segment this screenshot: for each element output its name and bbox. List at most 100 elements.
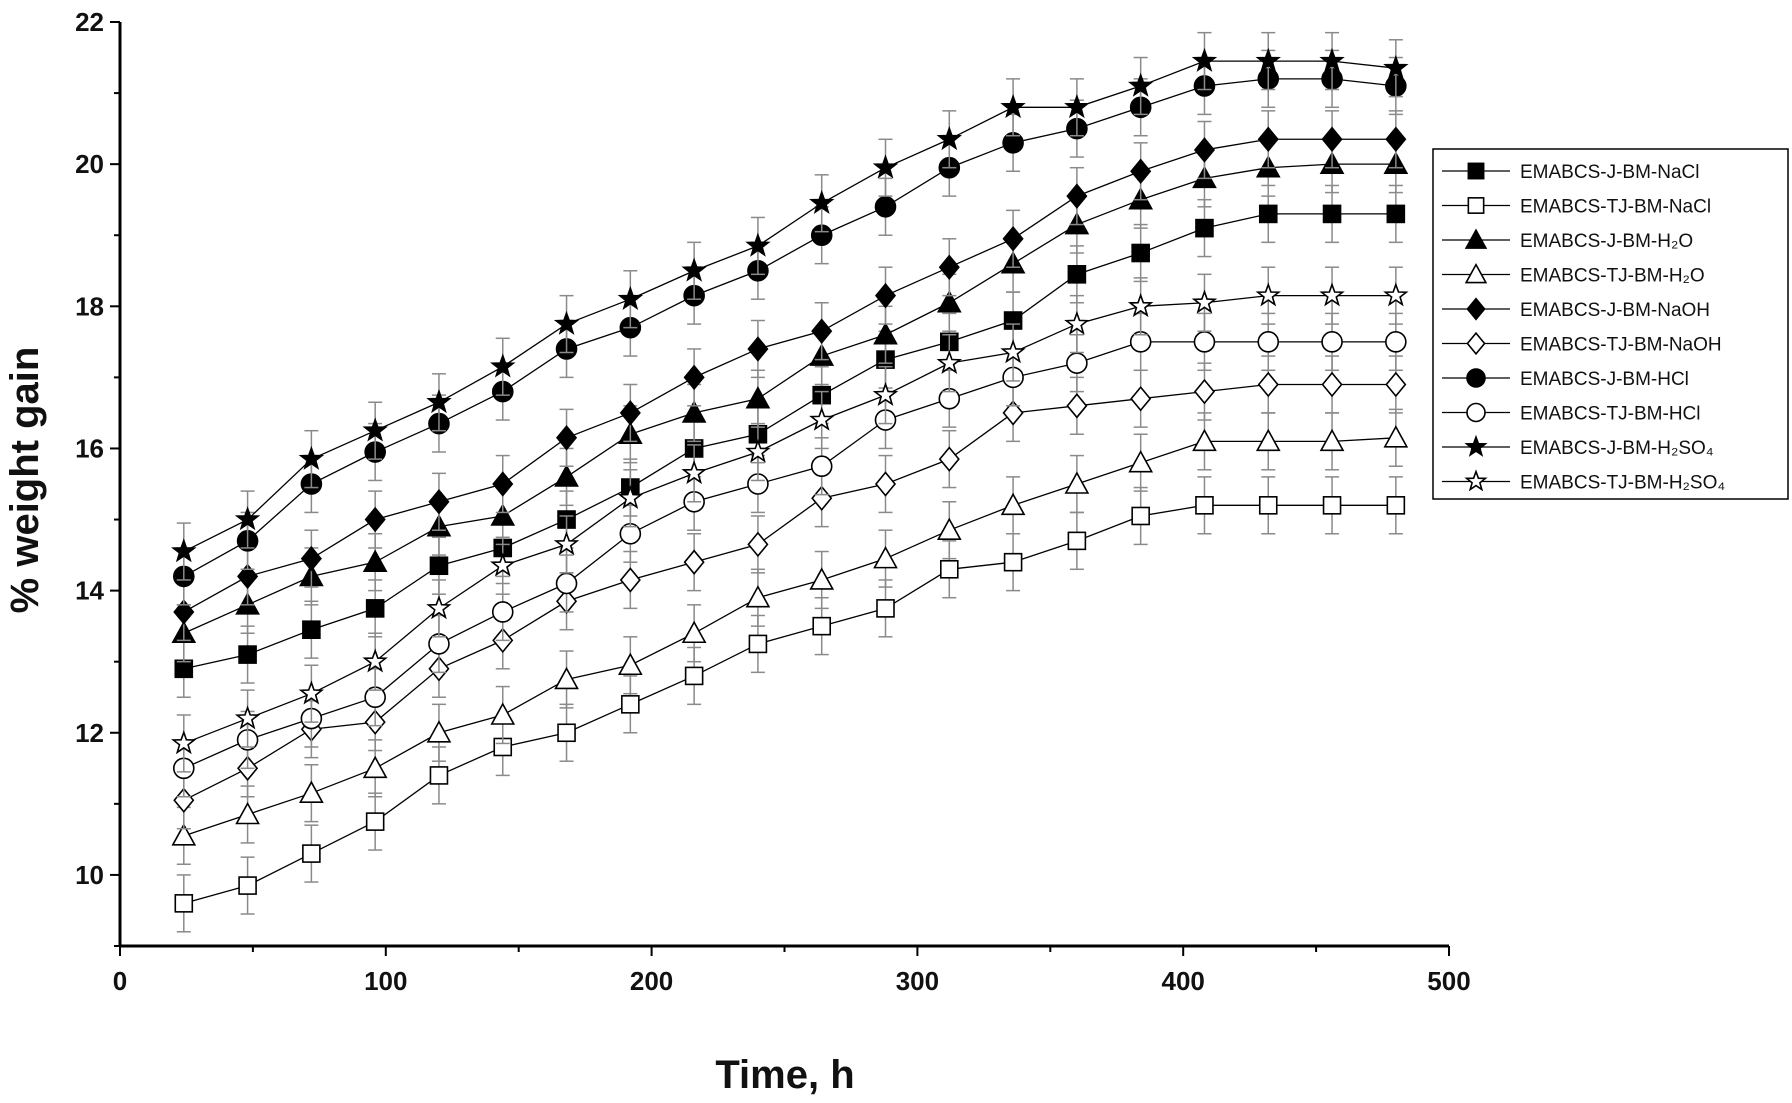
data-point [876,599,895,618]
data-point [938,254,960,280]
data-point [1131,506,1150,526]
data-point [491,601,514,623]
legend-marker-square [1467,197,1485,214]
data-point [1385,331,1407,353]
data-point [1255,282,1281,307]
x-tick-label: 100 [364,966,407,996]
data-point [174,894,194,913]
data-point [492,471,514,497]
data-point [300,545,322,572]
series-line [183,504,1396,904]
data-point [1322,204,1342,224]
data-point [1193,331,1216,353]
legend-marker-diamond [1466,331,1486,356]
data-point [1386,496,1406,515]
data-point [426,388,452,414]
data-point [557,723,576,743]
legend-label: EMABCS-J-BM-H₂O [1520,231,1693,252]
data-point [873,322,898,345]
data-point [874,471,897,497]
data-point [1257,126,1279,153]
x-tick-label: 200 [630,966,673,996]
legend-marker-circle [1466,402,1486,423]
y-tick-label: 12 [75,718,104,748]
data-point [872,381,899,407]
legend-item: EMABCS-J-BM-H₂O [1442,228,1693,252]
data-point [811,318,833,344]
x-axis-title: Time, h [715,1053,854,1097]
data-point [617,285,644,311]
data-point [1383,54,1409,80]
legend-label: EMABCS-TJ-BM-NaOH [1520,335,1722,356]
data-point [554,464,579,487]
data-point [1064,93,1090,119]
x-tick-label: 300 [896,966,939,996]
legend-marker-diamond [1466,297,1486,321]
series-line [183,213,1396,670]
data-point [1258,204,1278,224]
data-point [1003,552,1023,572]
data-point [747,531,769,558]
data-point [234,506,261,531]
data-point [809,567,835,590]
data-point [238,645,257,664]
data-point [173,599,195,625]
data-point [1000,492,1026,516]
series-emabcs-tj-bm-h-o [171,408,1409,866]
data-point [1195,218,1214,238]
data-point [681,257,707,282]
data-point [617,652,643,676]
series-emabcs-j-bm-h-so- [171,31,1409,581]
data-point [619,567,641,593]
data-point [873,545,898,569]
data-point [426,720,452,743]
data-point [490,552,516,577]
series-emabcs-j-bm-naoh [173,110,1407,642]
legend-box [1432,148,1789,500]
data-point [1064,310,1090,335]
data-point [302,844,321,863]
data-point [490,503,516,526]
data-point [429,766,449,785]
series-line [183,437,1396,837]
y-tick-label: 22 [75,7,104,37]
data-point [872,154,899,179]
y-tick-label: 10 [75,860,104,890]
data-point [1322,496,1342,515]
data-point [747,336,769,362]
data-point [1064,471,1090,494]
data-point [1066,352,1088,374]
data-point [298,445,325,470]
y-axis-title: % weight gain [3,347,47,614]
data-point [619,400,641,426]
legend-item: EMABCS-TJ-BM-HCl [1442,402,1701,425]
data-point [1066,393,1088,419]
data-point [362,648,388,673]
series-layer [171,31,1409,933]
data-point [936,517,962,541]
data-point [171,730,197,755]
data-point [617,484,644,510]
y-tick-label: 16 [75,433,104,463]
data-point [490,353,516,378]
data-point [939,559,959,579]
data-point [490,702,516,725]
data-point [1257,371,1279,398]
series-emabcs-j-bm-h-o [171,134,1409,663]
data-point [364,506,386,533]
y-tick-label: 18 [75,291,104,321]
series-emabcs-tj-bm-nacl [174,476,1406,933]
x-tick-label: 500 [1427,966,1470,996]
data-point [429,556,449,576]
data-point [936,125,963,151]
data-point [936,290,962,313]
data-point [938,446,960,472]
data-point [302,620,321,640]
legend-marker-circle [1466,368,1486,388]
data-point [874,196,897,218]
data-point [1191,289,1218,314]
data-point [1321,331,1343,353]
data-point [874,282,897,309]
data-point [1383,425,1409,448]
data-point [1255,428,1281,452]
